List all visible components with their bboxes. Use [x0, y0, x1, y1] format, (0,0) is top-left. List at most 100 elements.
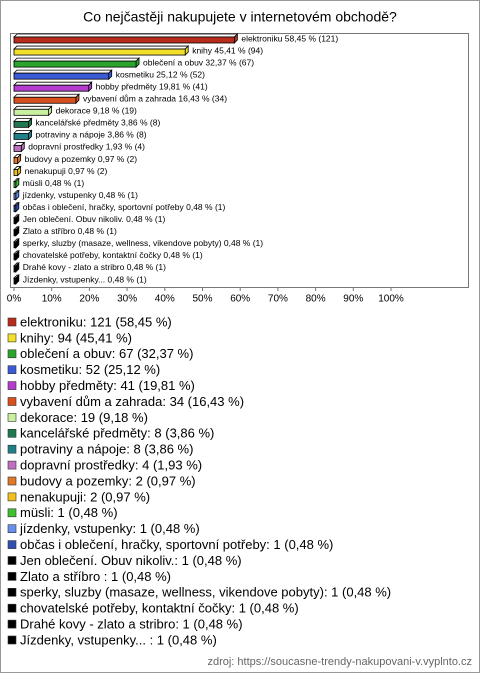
x-tick-label: 100% — [378, 294, 404, 305]
legend-label: Drahé kovy - zlato a stribro: 1 (0,48 %) — [20, 617, 243, 632]
bar-label: Jízdenky, vstupenky... 0,48 % (1) — [23, 274, 147, 284]
bar-label: Drahé kovy - zlato a stribro 0,48 % (1) — [23, 262, 166, 272]
bar — [13, 60, 137, 68]
bar — [13, 145, 22, 152]
legend-swatch — [7, 635, 17, 645]
legend-swatch — [7, 524, 17, 534]
bar-label: chovatelské potřeby, kontaktní čočky 0,4… — [23, 250, 203, 260]
x-tick-label: 10% — [42, 294, 62, 305]
legend-label: občas i oblečení, hračky, sportovní potř… — [20, 537, 333, 552]
legend-swatch — [7, 572, 17, 581]
legend-label: Zlato a stříbro : 1 (0,48 %) — [20, 569, 171, 584]
legend-swatch — [7, 428, 17, 438]
legend-swatch — [7, 381, 17, 390]
bar-top — [13, 105, 53, 110]
bar — [13, 72, 110, 80]
legend-label: Jen oblečení. Obuv nikoliv.: 1 (0,48 %) — [20, 553, 242, 568]
bar-label: občas i oblečení, hračky, sportovní potř… — [23, 202, 226, 212]
x-tick-label: 30% — [117, 294, 137, 305]
x-tick-label: 40% — [155, 294, 175, 305]
bar — [13, 277, 17, 285]
bar-top — [13, 33, 239, 38]
bar-label: dekorace 9,18 % (19) — [56, 106, 137, 116]
legend-label: vybavení dům a zahrada: 34 (16,43 %) — [20, 394, 244, 409]
bar — [13, 48, 186, 56]
bar — [13, 253, 17, 261]
legend-label: kosmetiku: 52 (25,12 %) — [20, 362, 160, 377]
bar-label: budovy a pozemky 0,97 % (2) — [25, 154, 138, 164]
legend-label: elektroniku: 121 (58,45 %) — [20, 314, 172, 329]
legend-label: nenakupuji: 2 (0,97 %) — [20, 489, 150, 504]
legend-label: kancelářské předměty: 8 (3,86 %) — [20, 426, 214, 441]
bar-top — [13, 45, 190, 50]
legend-swatch — [7, 587, 17, 597]
bar — [13, 229, 17, 237]
legend-swatch — [7, 349, 17, 359]
x-tick-label: 20% — [79, 294, 99, 305]
legend-label: hobby předměty: 41 (19,81 %) — [20, 378, 195, 393]
legend-swatch — [7, 413, 17, 422]
bar-label: knihy 45,41 % (94) — [192, 45, 263, 55]
bar-label: dopravní prostředky 1,93 % (4) — [28, 142, 145, 152]
bar — [13, 132, 29, 140]
bar — [13, 36, 235, 44]
bar-label: nenakupuji 0,97 % (2) — [25, 166, 108, 176]
legend-label: dopravní prostředky: 4 (1,93 %) — [20, 458, 202, 473]
bar — [13, 193, 17, 201]
bar — [13, 96, 77, 104]
bar — [13, 265, 17, 273]
bar-label: kosmetiku 25,12 % (52) — [116, 69, 205, 79]
legend-swatch — [7, 556, 17, 565]
bar-label: oblečení a obuv 32,37 % (67) — [143, 57, 254, 67]
bar — [13, 108, 50, 116]
bar-top — [13, 81, 93, 86]
x-tick-label: 70% — [268, 294, 288, 305]
x-tick-label: 50% — [192, 294, 212, 305]
bar-label: potraviny a nápoje 3,86 % (8) — [36, 130, 147, 140]
x-tick-label: 60% — [230, 294, 250, 305]
bar — [13, 84, 90, 92]
x-tick-label: 0% — [7, 294, 22, 305]
bar-label: hobby předměty 19,81 % (41) — [96, 81, 208, 91]
legend-swatch — [7, 619, 17, 629]
legend-label: potraviny a nápoje: 8 (3,86 %) — [20, 442, 193, 457]
bar — [13, 241, 17, 249]
x-tick-label: 80% — [306, 294, 326, 305]
legend-label: müsli: 1 (0,48 %) — [20, 505, 118, 520]
bar-label: Zlato a stříbro 0,48 % (1) — [23, 226, 117, 236]
bar-top — [13, 93, 80, 98]
legend-label: oblečení a obuv: 67 (32,37 %) — [20, 346, 193, 361]
legend-swatch — [7, 317, 17, 327]
bar — [13, 217, 17, 225]
legend-swatch — [7, 603, 17, 613]
legend-swatch — [7, 444, 17, 454]
legend-swatch — [7, 333, 17, 343]
legend-swatch — [7, 460, 17, 470]
bar-top — [13, 57, 141, 62]
bar-label: sperky, sluzby (masaze, wellness, vikend… — [23, 238, 263, 248]
bar-label: Jen oblečení. Obuv nikoliv. 0,48 % (1) — [23, 214, 166, 224]
legend-label: chovatelské potřeby, kontaktní čočky: 1 … — [20, 601, 299, 616]
legend-swatch — [7, 508, 17, 518]
source: zdroj: https://soucasne-trendy-nakupovan… — [207, 656, 472, 668]
chart-title: Co nejčastěji nakupujete v internetovém … — [83, 9, 397, 25]
bar — [13, 120, 29, 128]
bar-label: kancelářské předměty 3,86 % (8) — [36, 118, 161, 128]
bar-label: elektroniku 58,45 % (121) — [241, 33, 338, 43]
legend-swatch — [7, 476, 17, 486]
bar — [13, 169, 19, 176]
bar — [13, 181, 17, 189]
legend-label: knihy: 94 (45,41 %) — [20, 330, 132, 345]
legend-swatch — [7, 397, 17, 406]
legend-label: dekorace: 19 (9,18 %) — [20, 410, 148, 425]
bar-label: vybavení dům a zahrada 16,43 % (34) — [83, 94, 227, 104]
bar-label: müsli 0,48 % (1) — [23, 178, 85, 188]
bar — [13, 205, 17, 213]
legend-swatch — [7, 492, 17, 502]
legend-label: budovy a pozemky: 2 (0,97 %) — [20, 473, 196, 488]
x-tick-label: 90% — [343, 294, 363, 305]
legend-label: Jízdenky, vstupenky... : 1 (0,48 %) — [20, 632, 217, 647]
bar-label: jízdenky, vstupenky 0,48 % (1) — [22, 190, 138, 200]
